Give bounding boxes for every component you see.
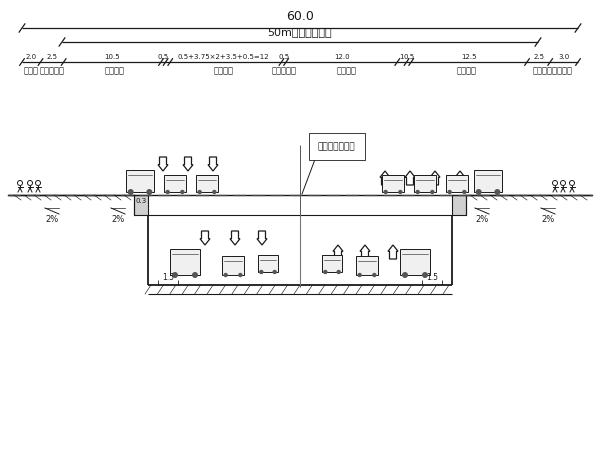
Bar (414, 175, 436, 192)
Text: 2%: 2% (475, 215, 488, 224)
Circle shape (323, 270, 328, 274)
Bar (446, 175, 468, 192)
Circle shape (238, 273, 242, 277)
Text: 0.5: 0.5 (158, 54, 169, 60)
Text: 2.0: 2.0 (26, 54, 37, 60)
Text: 12.5: 12.5 (461, 54, 477, 60)
Bar (322, 255, 342, 272)
Bar (170, 249, 200, 275)
Text: 中央分隔墩: 中央分隔墩 (271, 66, 296, 75)
Polygon shape (333, 245, 343, 259)
Text: 12.0: 12.0 (334, 54, 350, 60)
Circle shape (128, 189, 134, 195)
Text: 2.5: 2.5 (533, 54, 544, 60)
Text: 2%: 2% (541, 215, 554, 224)
Text: 地面辅路: 地面辅路 (104, 66, 125, 75)
Text: 道路设计中心线: 道路设计中心线 (318, 142, 356, 151)
Text: 1.5: 1.5 (426, 273, 438, 282)
Bar (258, 255, 278, 272)
Circle shape (166, 190, 170, 194)
Text: 1: 1 (400, 54, 404, 60)
Circle shape (430, 190, 434, 194)
Circle shape (462, 190, 467, 194)
Polygon shape (360, 245, 370, 259)
Bar (356, 256, 378, 275)
Text: 0.5+3.75×2+3.5+0.5=12: 0.5+3.75×2+3.5+0.5=12 (178, 54, 269, 60)
Bar (400, 249, 430, 275)
Polygon shape (257, 231, 267, 245)
Text: 2.5: 2.5 (47, 54, 58, 60)
Bar (474, 170, 502, 192)
Bar (164, 175, 186, 192)
Text: 非机动车道人行道: 非机动车道人行道 (533, 66, 572, 75)
Polygon shape (200, 231, 210, 245)
Polygon shape (208, 157, 218, 171)
Circle shape (402, 272, 408, 278)
Circle shape (422, 272, 428, 278)
Text: 0.5: 0.5 (278, 54, 289, 60)
Circle shape (192, 272, 198, 278)
Circle shape (358, 273, 362, 277)
Polygon shape (183, 157, 193, 171)
Text: 人行道: 人行道 (24, 66, 39, 75)
Circle shape (197, 190, 202, 194)
Text: 0.5: 0.5 (403, 54, 415, 60)
Bar (382, 175, 404, 192)
Circle shape (398, 190, 403, 194)
Text: 主线地道: 主线地道 (337, 66, 356, 75)
Circle shape (146, 189, 152, 195)
Text: 非机动车道: 非机动车道 (40, 66, 65, 75)
Circle shape (172, 272, 178, 278)
Bar (222, 256, 244, 275)
Polygon shape (380, 171, 390, 185)
Text: 3.0: 3.0 (559, 54, 570, 60)
Circle shape (448, 190, 452, 194)
Circle shape (212, 190, 217, 194)
Text: 10.5: 10.5 (104, 54, 120, 60)
Text: 1.5: 1.5 (162, 273, 174, 282)
Text: 50m（规划红线）: 50m（规划红线） (268, 27, 332, 37)
Circle shape (494, 189, 500, 195)
Bar (126, 170, 154, 192)
Text: 60.0: 60.0 (286, 10, 314, 23)
Bar (134, 195, 148, 215)
Circle shape (337, 270, 341, 274)
Circle shape (180, 190, 185, 194)
Circle shape (383, 190, 388, 194)
Circle shape (223, 273, 228, 277)
Circle shape (259, 270, 263, 274)
Circle shape (272, 270, 277, 274)
Polygon shape (405, 171, 415, 185)
Circle shape (372, 273, 377, 277)
Bar (196, 175, 218, 192)
Polygon shape (430, 171, 440, 185)
Text: 2%: 2% (46, 215, 59, 224)
Polygon shape (388, 245, 398, 259)
Polygon shape (158, 157, 168, 171)
Circle shape (476, 189, 482, 195)
Text: 主线地道: 主线地道 (214, 66, 233, 75)
Polygon shape (230, 231, 240, 245)
Bar (452, 195, 466, 215)
Text: 2%: 2% (112, 215, 125, 224)
Text: 地面辅路: 地面辅路 (457, 66, 477, 75)
Polygon shape (455, 171, 465, 185)
Text: 0.3: 0.3 (136, 198, 147, 204)
Circle shape (415, 190, 420, 194)
